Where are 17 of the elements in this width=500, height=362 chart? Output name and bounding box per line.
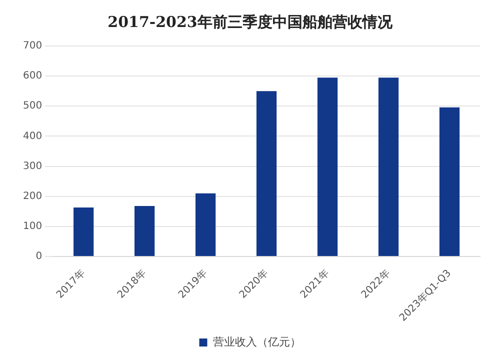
legend-label: 营业收入（亿元）	[212, 335, 301, 348]
bar	[195, 193, 216, 256]
bar	[317, 78, 338, 256]
y-tick-label: 500	[22, 100, 42, 112]
y-tick-label: 700	[22, 40, 42, 52]
bar	[74, 207, 94, 256]
y-tick-label: 300	[22, 160, 42, 172]
y-tick-label: 400	[22, 130, 42, 142]
y-tick-label: 200	[22, 190, 42, 202]
bar	[256, 91, 277, 256]
y-tick-label: 600	[22, 70, 42, 82]
y-tick-label: 0	[36, 251, 42, 262]
bar	[134, 206, 155, 256]
bar	[378, 78, 399, 256]
y-tick-label: 100	[22, 221, 42, 232]
bar	[439, 107, 460, 256]
chart-title: 2017-2023年前三季度中国船舶营收情况	[108, 12, 394, 31]
